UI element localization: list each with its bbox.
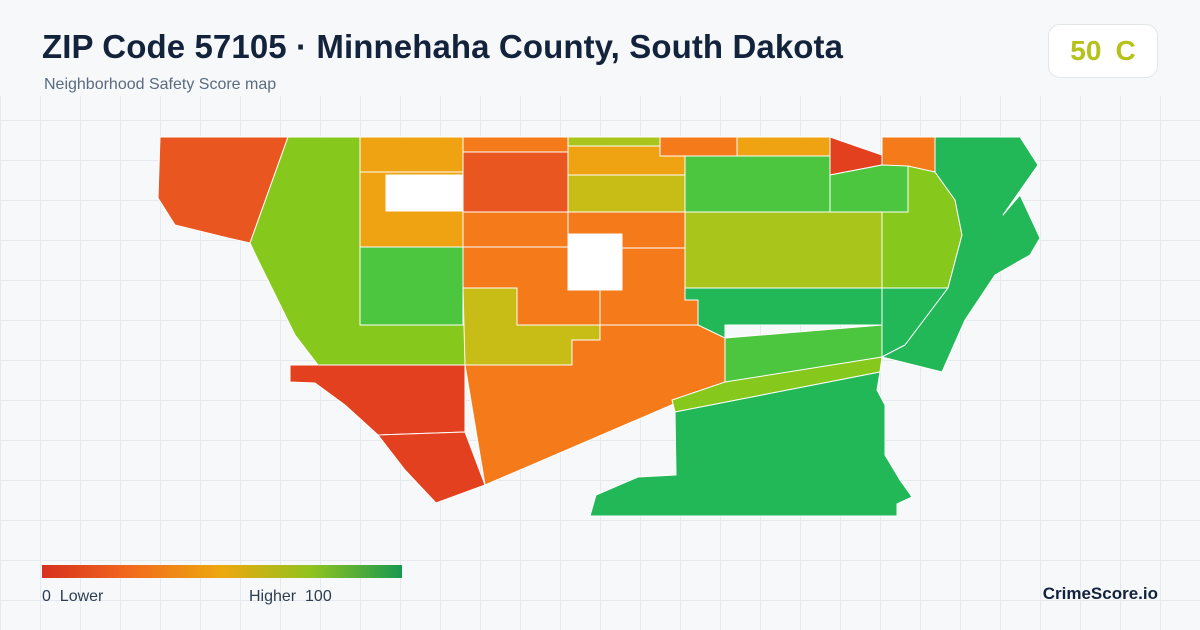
brand-logo-text: CrimeScore.io	[1042, 584, 1158, 603]
map-area-east-green-a	[684, 155, 831, 213]
map-area-north-e	[736, 136, 831, 157]
map-area-south-point	[377, 431, 486, 504]
score-grade: C	[1115, 35, 1136, 66]
map-area-southeast	[589, 371, 913, 517]
map-area-no-data-1	[385, 174, 464, 212]
score-value: 50	[1070, 35, 1102, 66]
header-band	[0, 0, 1200, 96]
score-badge: 50 C	[1048, 24, 1158, 78]
map-area-north-c	[567, 136, 661, 147]
map-area-south-central	[464, 324, 726, 486]
map-area-north-d	[659, 136, 738, 157]
legend-high-label: Higher 100	[249, 588, 332, 606]
legend-high-text: Higher	[249, 588, 297, 605]
map-area-east-yellow-green	[684, 211, 883, 289]
legend-color-scale	[42, 565, 402, 578]
page-subtitle: Neighborhood Safety Score map	[44, 76, 277, 93]
legend-high-value: 100	[305, 588, 332, 605]
map-area-no-data-2	[567, 233, 623, 291]
map-area-central-orange-a	[462, 211, 569, 248]
map-area-north-a	[359, 136, 464, 173]
legend-low-label: 0 Lower	[42, 588, 103, 606]
map-area-central-red	[462, 151, 569, 213]
legend-low-text: Lower	[59, 588, 104, 605]
map-area-north-b	[462, 136, 569, 153]
page-title: ZIP Code 57105 · Minnehaha County, South…	[42, 28, 844, 65]
map-area-west-green	[359, 246, 464, 326]
map-area-east-river	[881, 136, 1041, 373]
legend-low-value: 0	[42, 588, 51, 605]
map-area-central-mustard	[567, 174, 686, 213]
map-area-southwest-strip	[289, 364, 466, 436]
